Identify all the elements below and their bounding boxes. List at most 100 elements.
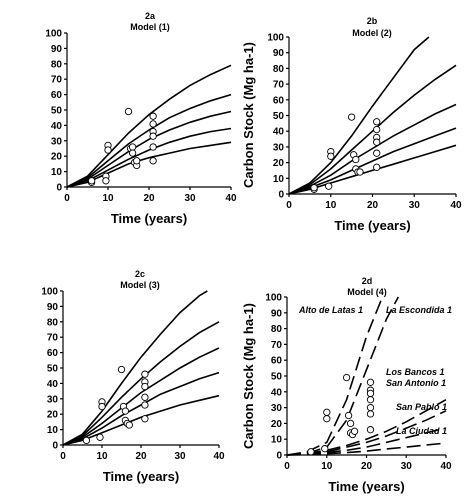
x-axis-label: Time (years) [328,479,404,494]
panel-subtitle: Model (4) [347,287,387,297]
series-line [286,296,384,456]
observation-point [323,415,331,423]
observation-point [356,168,364,176]
x-axis-label: Time (years) [103,469,179,484]
y-tick-label: 20 [271,419,283,430]
observation-point [141,401,149,409]
y-tick-label: 70 [273,80,285,91]
observation-point [98,402,106,411]
observation-point [366,403,375,412]
observation-point [366,378,375,386]
observation-point [373,149,381,157]
series-line [62,394,220,446]
series-line [62,347,220,446]
x-tick-label: 20 [135,451,147,462]
observation-point [325,182,333,190]
y-tick-label: 30 [47,394,59,405]
observation-point [366,389,375,398]
y-tick-label: 50 [47,364,59,375]
observation-point [87,177,96,185]
series-line [288,64,457,195]
panel-subtitle: Model (1) [130,22,170,32]
observation-point [133,157,141,165]
y-tick-label: 30 [273,142,285,153]
y-tick-label: 50 [273,111,285,122]
site-annotation: San Pablo 1 [396,402,447,412]
panel-subtitle: Model (2) [352,28,392,38]
observation-point [96,433,104,441]
y-tick-label: 70 [47,333,59,344]
y-tick-label: 90 [51,44,63,55]
series-line [66,93,232,188]
observation-point [366,410,375,418]
y-tick-label: 90 [271,308,283,319]
y-tick-label: 20 [51,152,63,163]
observation-point [149,112,157,120]
series-line [62,371,220,446]
observation-point [141,382,149,391]
series-line [288,103,457,195]
y-tick-label: 40 [47,379,59,390]
x-tick-label: 40 [225,193,237,204]
observation-point [347,113,356,121]
observation-point [352,155,360,164]
y-tick-label: 80 [273,64,285,75]
x-tick-label: 40 [440,461,452,472]
observation-point [121,407,130,415]
site-annotation: La Escondida 1 [386,305,452,315]
x-tick-label: 0 [284,461,290,472]
y-tick-label: 90 [47,302,59,313]
x-tick-label: 0 [60,451,66,462]
observation-point [350,427,359,435]
observation-point [323,408,331,416]
x-tick-label: 40 [450,200,462,211]
y-tick-label: 0 [52,441,58,452]
x-axis-label: Time (years) [334,218,410,233]
observation-point [149,143,157,151]
x-tick-label: 20 [143,193,155,204]
panel-title: 2d [362,276,373,286]
observation-point [128,149,137,157]
observation-point [128,143,137,151]
observation-point [344,411,353,420]
x-tick-label: 30 [174,451,186,462]
panel-2b: 2b Model (2) 0 10 20 30 40 50 60 70 80 90 100 0 10 20 30… [241,16,462,233]
x-tick-label: 30 [409,200,421,211]
x-tick-label: 20 [361,461,373,472]
series-line [66,127,232,188]
y-tick-label: 30 [51,136,63,147]
y-tick-label: 0 [276,451,282,462]
panel-subtitle: Model (3) [120,280,160,290]
y-tick-label: 100 [265,293,282,304]
y-axis-label: Carbon Stock (Mg ha-1) [241,42,256,188]
observation-point [104,146,112,154]
observation-point [366,426,375,434]
observation-point [141,415,149,423]
y-tick-label: 80 [271,324,283,335]
y-tick-label: 100 [45,29,62,40]
observation-point [366,396,375,404]
y-tick-label: 40 [51,121,63,132]
y-tick-label: 60 [51,90,63,101]
panel-title: 2b [367,16,378,26]
y-tick-label: 10 [51,167,63,178]
observation-point [307,448,315,456]
y-tick-label: 40 [271,387,283,398]
series-line [62,290,208,446]
x-tick-label: 30 [184,193,196,204]
observation-point [141,370,149,378]
y-tick-label: 100 [267,33,284,44]
observation-point [141,393,149,401]
y-tick-label: 60 [47,348,59,359]
observation-point [102,177,110,185]
observation-point [373,118,381,126]
observation-point [321,445,329,453]
series-line [66,110,232,188]
panel-title: 2c [135,269,145,279]
observation-point [342,373,351,382]
panel-title: 2a [145,11,156,21]
y-tick-label: 30 [271,403,283,414]
y-tick-label: 60 [273,95,285,106]
